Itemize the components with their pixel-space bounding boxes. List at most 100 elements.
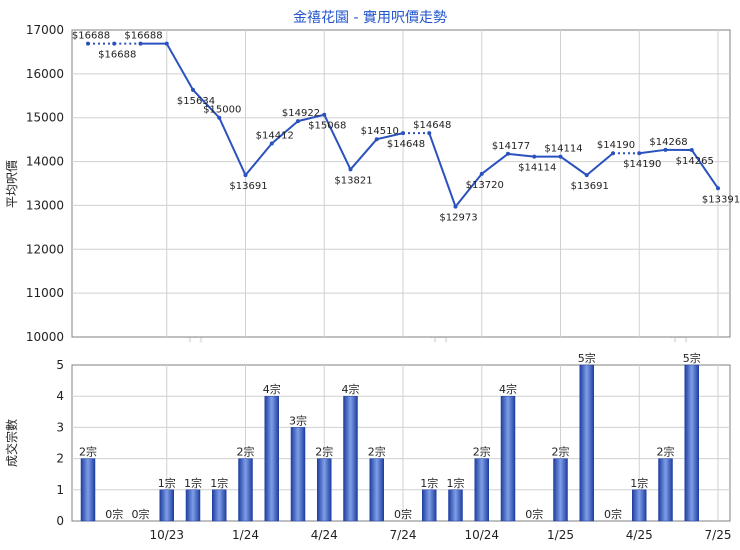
volume-bar-7	[264, 395, 279, 522]
price-label-2: $16688	[124, 31, 162, 42]
price-label-18: $14114	[544, 144, 582, 155]
volume-bar-label-3: 1宗	[158, 476, 176, 490]
volume-bar-label-7: 4宗	[263, 382, 281, 396]
volume-x-ticks: 10/23 1/24 4/24 7/24 10/24 1/25 4/25 7/25	[149, 528, 731, 542]
price-grid	[72, 30, 730, 337]
price-y-tick-7: 17000	[26, 23, 64, 37]
volume-bar-22	[658, 458, 673, 522]
volume-bar-23	[684, 364, 699, 522]
price-point-19	[584, 173, 589, 178]
volume-bar-label-20: 0宗	[604, 507, 622, 521]
volume-bar-label-12: 0宗	[394, 507, 412, 521]
volume-bar-label-19: 5宗	[578, 351, 596, 365]
volume-bar-14	[448, 489, 463, 522]
volume-bar-label-16: 4宗	[499, 382, 517, 396]
volume-bar-label-14: 1宗	[447, 476, 465, 490]
x-tick-5: 1/25	[547, 528, 574, 542]
price-y-tick-2: 12000	[26, 242, 64, 256]
price-segment-15	[481, 153, 509, 175]
price-panel: 平均呎價 10000 11000 12000 13000 14000 15000 16000…	[5, 23, 740, 344]
price-point-17	[532, 154, 537, 159]
x-tick-3: 7/24	[390, 528, 417, 542]
price-segment-21	[639, 148, 666, 155]
volume-bars	[80, 364, 699, 522]
volume-bar-label-22: 2宗	[657, 445, 675, 459]
volume-bar-label-17: 0宗	[525, 507, 543, 521]
volume-y-ticks: 0 1 2 3 4 5	[56, 358, 64, 528]
price-label-22: $14268	[649, 137, 687, 148]
volume-y-axis-label: 成交宗數	[4, 419, 19, 467]
price-point-11	[374, 137, 379, 142]
price-point-20	[611, 151, 615, 156]
chart-title: 金禧花園 - 實用呎價走勢	[293, 9, 447, 26]
volume-bar-3	[159, 489, 174, 522]
price-label-6: $13691	[229, 181, 267, 192]
price-label-16: $14177	[492, 141, 530, 152]
volume-bar-16	[500, 395, 516, 522]
volume-bar-15	[474, 458, 489, 522]
price-point-10	[348, 167, 353, 172]
price-label-20: $14190	[597, 140, 635, 151]
price-y-axis-label: 平均呎價	[5, 160, 19, 208]
volume-bar-19	[579, 364, 594, 522]
price-segment-18	[559, 155, 588, 176]
volume-bar-6	[238, 458, 253, 522]
volume-bar-13	[422, 489, 437, 522]
price-segment-16	[507, 152, 535, 158]
price-point-4	[191, 87, 195, 92]
volume-bar-label-23: 5宗	[683, 351, 701, 365]
volume-bar-label-9: 2宗	[315, 445, 333, 459]
price-label-1: $16688	[98, 50, 136, 61]
price-point-22	[663, 147, 668, 152]
price-point-14	[453, 204, 458, 209]
price-label-13: $14648	[413, 120, 451, 131]
price-label-21: $14190	[623, 159, 661, 170]
price-label-8: $14922	[282, 108, 320, 119]
price-label-10: $13821	[334, 175, 372, 186]
price-label-12: $14648	[387, 139, 425, 150]
price-label-17: $14114	[518, 163, 556, 174]
price-label-9: $15068	[308, 121, 346, 132]
volume-bar-label-18: 2宗	[552, 445, 570, 459]
x-tick-0: 10/23	[149, 528, 184, 542]
volume-panel: 成交宗數 0 1 2 3 4 5 2宗 0宗 0宗 1宗 1宗 1宗 2宗 4宗 3宗 2宗 4宗 2宗 0宗 1宗…	[4, 351, 731, 542]
price-segment-11	[376, 132, 404, 141]
price-y-tick-3: 13000	[26, 198, 64, 212]
volume-bar-10	[343, 395, 358, 522]
volume-bar-label-15: 2宗	[473, 445, 491, 459]
volume-bar-0	[80, 458, 96, 522]
price-segment-13	[428, 132, 457, 207]
price-point-8	[296, 119, 300, 124]
volume-plot-area	[71, 364, 731, 522]
price-segment-8	[297, 113, 325, 123]
x-tick-2: 4/24	[311, 528, 338, 542]
volume-y-tick-0: 0	[56, 514, 64, 528]
price-line	[86, 41, 720, 209]
volume-bar-label-4: 1宗	[184, 476, 202, 490]
price-segment-10	[349, 138, 378, 171]
volume-y-tick-3: 3	[56, 420, 64, 434]
volume-bar-label-0: 2宗	[79, 445, 97, 459]
price-point-5	[217, 115, 222, 120]
price-point-21	[637, 151, 642, 156]
x-tick-6: 4/25	[626, 528, 653, 542]
price-label-0: $16688	[72, 31, 110, 42]
price-label-4: $15634	[177, 96, 215, 107]
volume-bar-8	[290, 427, 306, 522]
price-segment-14	[454, 173, 483, 208]
price-label-11: $14510	[361, 126, 399, 137]
price-point-23	[689, 147, 694, 152]
volume-y-tick-2: 2	[56, 452, 64, 466]
price-point-13	[427, 131, 432, 136]
volume-labels: 2宗 0宗 0宗 1宗 1宗 1宗 2宗 4宗 3宗 2宗 4宗 2宗 0宗 1宗 1宗 2宗 4宗 0宗 2宗 5宗…	[79, 351, 701, 521]
price-label-7: $14412	[256, 131, 294, 142]
x-tick-1: 1/24	[232, 528, 259, 542]
price-point-0	[86, 41, 90, 46]
volume-bar-label-10: 4宗	[342, 382, 360, 396]
price-segment-6	[244, 142, 273, 176]
volume-y-tick-4: 4	[56, 389, 64, 403]
volume-bar-label-13: 1宗	[420, 476, 438, 490]
volume-bar-label-21: 1宗	[630, 476, 648, 490]
price-point-24	[716, 186, 720, 191]
